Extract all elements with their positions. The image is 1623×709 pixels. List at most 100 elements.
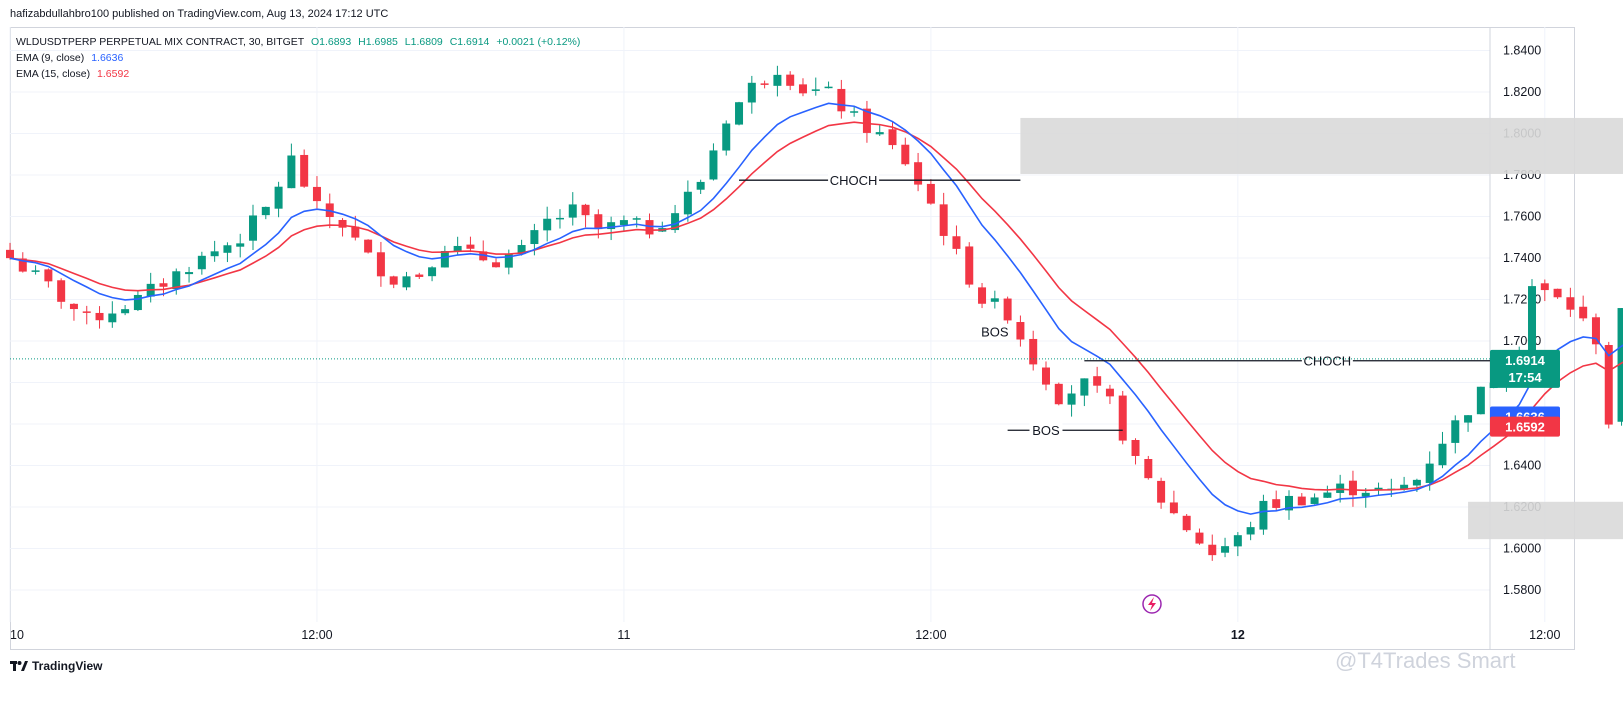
x-axis-tick: 12 [1231, 628, 1245, 642]
y-axis-tick: 1.7400 [1503, 251, 1541, 265]
candle-body [440, 251, 449, 268]
candle-body [619, 220, 628, 225]
candle-body [185, 272, 194, 275]
candle-body [57, 280, 66, 302]
candle-body [1054, 383, 1063, 405]
candle-body [1579, 306, 1588, 319]
candle-body [364, 239, 373, 253]
structure-label-bg [1029, 422, 1063, 439]
x-axis-tick: 12:00 [1529, 628, 1560, 642]
symbol-title[interactable]: WLDUSDTPERP PERPETUAL MIX CONTRACT, 30, … [16, 36, 305, 48]
candle-body [862, 108, 871, 133]
candle-body [555, 217, 564, 220]
candle-body [1566, 297, 1575, 310]
x-axis-tick: 12:00 [301, 628, 332, 642]
candle-body [274, 186, 283, 209]
x-axis-tick: 10 [10, 628, 24, 642]
candle-body [1233, 535, 1242, 547]
candle-body [389, 276, 398, 285]
candle-body [901, 144, 910, 165]
candle-body [1591, 317, 1600, 345]
candle-body [1438, 443, 1447, 466]
ema15-label[interactable]: EMA (15, close) [16, 68, 91, 80]
candle-body [1400, 484, 1409, 490]
candle-body [888, 129, 897, 146]
structure-label: BOS [981, 325, 1009, 340]
candle-body [1348, 480, 1357, 496]
candle-body [376, 252, 385, 277]
candle-body [453, 245, 462, 252]
x-axis-tick: 11 [617, 628, 630, 642]
candle-body [31, 270, 40, 272]
candle-body [108, 313, 117, 323]
candle-body [594, 214, 603, 230]
candle-body [978, 287, 987, 304]
candle-body [504, 254, 513, 268]
candle-body [696, 181, 705, 190]
candle-body [95, 312, 104, 321]
candle-body [773, 74, 782, 86]
ema15-price-tag [1490, 416, 1560, 437]
candle-body [722, 123, 731, 151]
candle-body [1297, 496, 1306, 506]
candle-body [530, 230, 539, 245]
candle-body [1131, 439, 1140, 456]
candle-body [952, 236, 961, 249]
x-axis-tick: 12:00 [915, 628, 946, 642]
y-axis-tick: 1.6000 [1503, 542, 1541, 556]
candle-body [223, 245, 232, 253]
candle-body [1016, 322, 1025, 340]
candle-body [798, 84, 807, 94]
candle-body [1169, 502, 1178, 514]
lightning-icon [1142, 594, 1162, 614]
ema15-price-tag-value: 1.6592 [1505, 420, 1545, 435]
ema15-value: 1.6592 [97, 68, 130, 80]
candle-body [18, 258, 27, 272]
candle-body [671, 213, 680, 231]
structure-label-bg [828, 172, 880, 189]
y-axis-tick: 1.8200 [1503, 85, 1541, 99]
open-value: O1.6893 [310, 36, 352, 48]
ema9-line [9, 102, 1623, 515]
candle-body [1029, 338, 1038, 365]
candle-body [1195, 532, 1204, 544]
candle-body [543, 218, 552, 231]
candle-body [1144, 459, 1153, 479]
candle-body [1464, 415, 1473, 423]
candle-body [760, 83, 769, 85]
candle-body [133, 294, 142, 311]
candle-body [159, 283, 168, 287]
tradingview-logo-icon [10, 660, 28, 672]
footer-brand[interactable]: TradingView [10, 659, 102, 673]
candle-body [990, 298, 999, 302]
candle-body [1118, 395, 1127, 441]
last-price-value: 1.6914 [1505, 353, 1546, 368]
candle-body [466, 244, 475, 249]
candle-body [1272, 499, 1281, 508]
ema15-line [9, 121, 1623, 492]
candle-body [338, 219, 347, 228]
chart-legend: WLDUSDTPERP PERPETUAL MIX CONTRACT, 30, … [16, 34, 580, 82]
candle-body [1412, 479, 1421, 486]
candle-body [709, 150, 718, 180]
candle-body [581, 204, 590, 216]
candle-body [121, 309, 130, 314]
y-axis-tick: 1.6400 [1503, 459, 1541, 473]
candle-body [1553, 288, 1562, 298]
ema9-label[interactable]: EMA (9, close) [16, 52, 85, 64]
lightning-icon-ring [1142, 594, 1162, 614]
structure-label: BOS [1032, 423, 1060, 438]
candle-body [850, 111, 859, 113]
candle-body [914, 162, 923, 185]
candle-body [261, 206, 270, 216]
candle-body [1003, 298, 1012, 321]
candle-body [210, 251, 219, 257]
candle-body [312, 186, 321, 202]
last-price-tag [1490, 349, 1560, 388]
candle-body [44, 269, 53, 282]
candle-body [492, 262, 501, 268]
candle-body [1361, 492, 1370, 497]
candle-body [735, 102, 744, 125]
author-watermark: @T4Trades Smart [1335, 648, 1516, 673]
